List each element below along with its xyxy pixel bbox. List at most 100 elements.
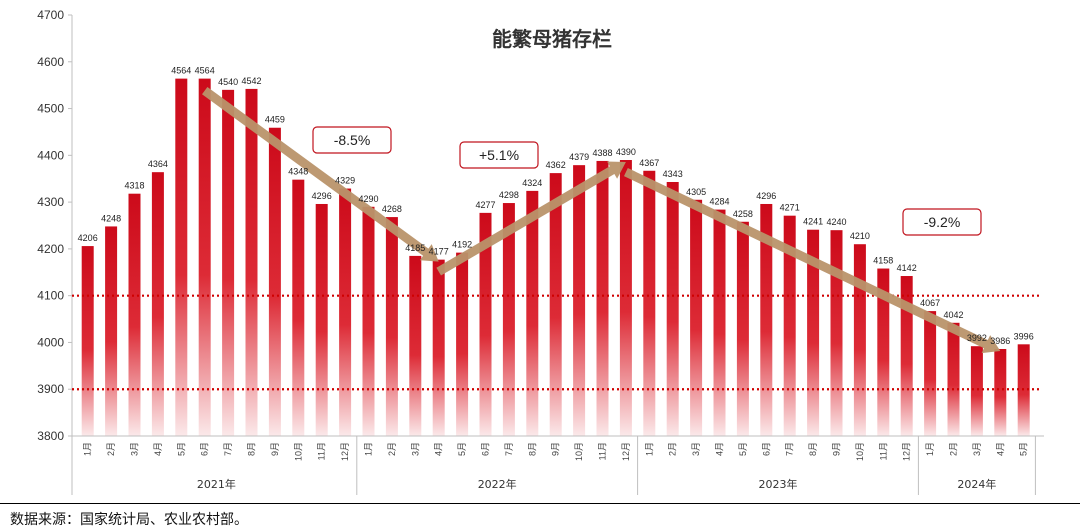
data-label: 4185 [405, 243, 425, 253]
x-tick-label: 9月 [551, 442, 561, 456]
data-label: 4348 [288, 167, 308, 177]
bar [877, 268, 890, 436]
x-tick-label: 3月 [691, 442, 701, 456]
data-label: 4390 [616, 147, 636, 157]
bar [549, 173, 562, 436]
data-label: 3992 [967, 333, 987, 343]
bar [292, 179, 305, 436]
bar [105, 226, 118, 436]
y-tick-label: 4100 [37, 289, 64, 303]
x-tick-label: 12月 [621, 442, 631, 461]
bar [268, 127, 281, 437]
bar [596, 160, 609, 437]
year-label: 2024年 [957, 477, 996, 491]
y-tick-label: 4300 [37, 195, 64, 209]
bar [315, 203, 328, 436]
x-axis: 1月 2月 3月 4月 5月 6月 7月 8月 9月 10月 11月 12月 1月 2月 3月 4月 5月 6月 7… [71, 435, 1044, 495]
change-label-box [902, 208, 982, 236]
bar [151, 172, 164, 436]
x-tick-label: 2月 [106, 442, 116, 456]
bar [619, 160, 632, 436]
chart-title: 能繁母猪存栏 [492, 27, 612, 51]
change-label: +5.1% [479, 147, 519, 163]
x-tick-label: 11月 [878, 442, 888, 460]
bar [760, 203, 773, 436]
data-label: 4564 [171, 66, 191, 76]
x-tick-label: 5月 [457, 442, 467, 456]
x-tick-label: 4月 [715, 442, 725, 456]
chart: 能繁母猪存栏 3800 3900 4000 4100 4200 4300 4400 4500 4… [37, 8, 1044, 495]
data-label: 4343 [663, 169, 683, 179]
bar [409, 255, 422, 436]
bar [736, 221, 749, 436]
bar [362, 206, 375, 436]
y-tick-label: 4200 [37, 242, 64, 256]
data-label: 4290 [358, 194, 378, 204]
x-tick-label: 6月 [200, 442, 210, 456]
data-label: 4379 [569, 152, 589, 162]
bar [783, 215, 796, 436]
data-label: 4241 [803, 217, 823, 227]
data-label: 4324 [522, 178, 542, 188]
trend-arrows: -8.5% +5.1% -9.2% [202, 87, 1001, 354]
bar [666, 181, 679, 436]
y-tick-label: 4500 [37, 102, 64, 116]
change-label-box [312, 126, 392, 154]
data-label: 4362 [546, 160, 566, 170]
data-label: 4210 [850, 231, 870, 241]
data-label: 4329 [335, 176, 355, 186]
data-label: 4042 [943, 310, 963, 320]
bar [339, 188, 352, 436]
y-tick-label: 3800 [37, 429, 64, 443]
data-label: 4268 [382, 204, 402, 214]
data-label: 4284 [709, 197, 729, 207]
x-tick-label: 1月 [364, 442, 374, 456]
trend-arrow [624, 168, 1001, 354]
change-label: -9.2% [924, 214, 961, 230]
data-label: 4459 [265, 115, 285, 125]
data-label: 4067 [920, 298, 940, 308]
data-label: 4296 [756, 191, 776, 201]
bar [81, 246, 94, 436]
y-axis: 3800 3900 4000 4100 4200 4300 4400 4500 4600 4700 [37, 8, 73, 443]
bars [81, 78, 1030, 437]
data-label: 4305 [686, 187, 706, 197]
data-label: 4192 [452, 240, 472, 250]
data-label: 3986 [990, 336, 1010, 346]
bar [245, 88, 258, 437]
x-tick-label: 4月 [153, 442, 163, 456]
bar [573, 165, 586, 436]
data-label: 4277 [475, 200, 495, 210]
footer-rule [0, 503, 1080, 504]
x-tick-label: 3月 [130, 442, 140, 456]
change-label-box [459, 141, 539, 169]
bar [456, 252, 469, 436]
x-tick-label: 4月 [995, 442, 1005, 456]
x-tick-label: 5月 [176, 442, 186, 456]
bar [994, 348, 1007, 436]
x-tick-label: 7月 [223, 442, 233, 456]
x-tick-label: 1月 [644, 442, 654, 456]
trend-arrow [436, 161, 626, 276]
year-label: 2022年 [478, 477, 517, 491]
y-tick-label: 4400 [37, 148, 64, 162]
data-label: 4248 [101, 213, 121, 223]
data-label: 4564 [195, 66, 215, 76]
data-label: 4240 [826, 217, 846, 227]
bar [479, 212, 492, 436]
x-tick-label: 3月 [410, 442, 420, 456]
y-tick-label: 4700 [37, 8, 64, 22]
data-label: 4542 [241, 76, 261, 86]
x-tick-label: 5月 [738, 442, 748, 456]
data-label: 4158 [873, 256, 893, 266]
x-tick-label: 9月 [270, 442, 280, 456]
bar [385, 217, 398, 436]
year-label: 2023年 [759, 477, 798, 491]
x-tick-label: 10月 [293, 442, 303, 461]
y-tick-label: 3900 [37, 382, 64, 396]
bar [128, 193, 141, 436]
bar [432, 259, 445, 436]
bar [900, 276, 913, 436]
x-tick-label: 12月 [902, 442, 912, 461]
